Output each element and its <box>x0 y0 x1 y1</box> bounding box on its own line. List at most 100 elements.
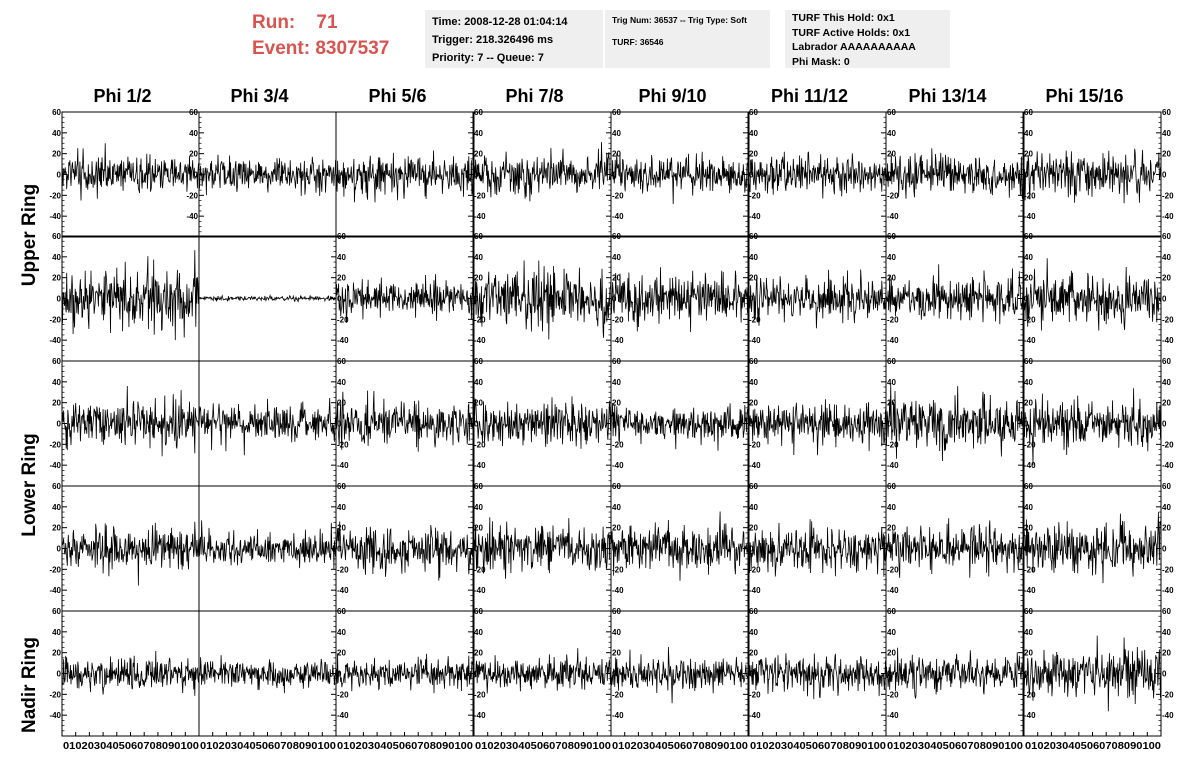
y-tick-label-r1-c1: 0 <box>337 295 342 304</box>
y-tick-label-r4-c0: -40 <box>49 711 61 720</box>
x-tick-labels-c7: 0102030405060708090100 <box>1025 741 1161 752</box>
y-tick-label-r3-c5: -20 <box>887 565 899 574</box>
y-tick-label-r1-c4: 40 <box>749 253 758 262</box>
waveform-trace-r4-c4 <box>610 646 749 704</box>
y-tick-label-r1-c7: 60 <box>1162 232 1171 241</box>
waveform-trace-r1-c7 <box>1023 258 1162 331</box>
waveform-trace-r3-c7 <box>1023 512 1162 584</box>
y-tick-label-r4-c3: 20 <box>612 649 621 658</box>
y-tick-label-r2-c4: -40 <box>749 461 761 470</box>
y-tick-label-r3-c0: 40 <box>52 503 61 512</box>
run-value: 71 <box>316 12 338 33</box>
y-tick-label-r3-c0: -40 <box>49 586 61 595</box>
time-text: Time: 2008-12-28 01:04:14 <box>432 16 568 28</box>
waveform-trace-r2-c6 <box>885 384 1024 462</box>
y-tick-label-r0-c5: 0 <box>887 171 892 180</box>
y-tick-label-r4-c0: 40 <box>52 628 61 637</box>
x-tick-labels-c0: 0102030405060708090100 <box>63 741 199 752</box>
y-tick-label-r3-c7: 60 <box>1162 482 1171 491</box>
y-tick-label-r0-c3: 40 <box>612 129 621 138</box>
y-tick-label-r4-c1: -20 <box>337 690 349 699</box>
y-tick-label-r0-c0: 60 <box>52 108 61 117</box>
x-tick-labels-c2: 0102030405060708090100 <box>337 741 473 752</box>
y-tick-label-r1-c4: 0 <box>749 295 754 304</box>
y-tick-label-r1-c3: 20 <box>612 274 621 283</box>
y-tick-label-r1-c3: -40 <box>612 336 624 345</box>
turf-info-box: TURF This Hold: 0x1 TURF Active Holds: 0… <box>785 10 950 68</box>
waveform-trace-r0-c4 <box>610 151 749 205</box>
y-tick-label-r3-c0: 20 <box>52 524 61 533</box>
run-event-block: Run: 71 Event: 8307537 <box>252 10 389 62</box>
y-tick-label-r2-c4: 40 <box>749 378 758 387</box>
y-tick-label-r0-c7: 0 <box>1162 171 1167 180</box>
y-tick-label-r1-c7: 0 <box>1162 295 1167 304</box>
y-tick-label-r1-c1: -20 <box>337 315 349 324</box>
waveform-trace-r2-c0 <box>61 385 200 457</box>
y-tick-label-r3-c5: -40 <box>887 586 899 595</box>
y-tick-label-r2-c2: 0 <box>474 420 479 429</box>
turf-text: TURF: 36546 <box>612 37 664 47</box>
y-tick-label-r0-c7: 60 <box>1162 108 1171 117</box>
y-tick-label-r4-c5: -40 <box>887 711 899 720</box>
y-tick-label-r1-c3: -20 <box>612 315 624 324</box>
y-tick-label-r2-c2: -20 <box>474 440 486 449</box>
y-tick-label-r2-c3: 40 <box>612 378 621 387</box>
y-tick-label-r0-c0: -40 <box>49 212 61 221</box>
y-tick-label-r2-c7: 20 <box>1162 399 1171 408</box>
y-tick-label-r0-c5: -40 <box>887 212 899 221</box>
y-tick-label-r0-c6: -40 <box>1024 212 1036 221</box>
y-tick-label-r0-c2: 40 <box>474 129 483 138</box>
waveform-trace-r4-c5 <box>748 653 887 700</box>
y-tick-label-r2-c2: 20 <box>474 399 483 408</box>
y-tick-label-r4-c7: 20 <box>1162 649 1171 658</box>
column-title-phi-3-4: Phi 3/4 <box>230 86 289 106</box>
y-tick-label-r2-c7: 60 <box>1162 357 1171 366</box>
y-tick-label-r3-c4: -40 <box>749 586 761 595</box>
y-tick-label-r4-c4: 40 <box>749 628 758 637</box>
y-tick-label-r4-c0: 60 <box>52 607 61 616</box>
y-tick-label-r1-c1: -40 <box>337 336 349 345</box>
x-tick-labels-c1: 0102030405060708090100 <box>200 741 336 752</box>
y-tick-label-r2-c3: -20 <box>612 440 624 449</box>
y-tick-label-r0-c1: -20 <box>186 191 198 200</box>
y-tick-label-r4-c3: 40 <box>612 628 621 637</box>
waveform-trace-r2-c4 <box>610 402 749 451</box>
waveform-trace-r4-c1 <box>198 655 337 694</box>
y-tick-label-r4-c6: 40 <box>1024 628 1033 637</box>
y-tick-label-r2-c5: 0 <box>887 420 892 429</box>
y-tick-label-r2-c7: 40 <box>1162 378 1171 387</box>
y-tick-label-r0-c3: -20 <box>612 191 624 200</box>
y-tick-label-r1-c2: 40 <box>474 253 483 262</box>
y-tick-label-r1-c7: 20 <box>1162 274 1171 283</box>
y-tick-label-r1-c4: -20 <box>749 315 761 324</box>
waveform-trace-r3-c3 <box>473 517 612 579</box>
y-tick-label-r0-c5: 40 <box>887 129 896 138</box>
column-title-phi-9-10: Phi 9/10 <box>638 86 707 106</box>
trig-num-text: Trig Num: 36537 -- Trig Type: Soft <box>612 15 747 25</box>
y-tick-label-r4-c4: 20 <box>749 649 758 658</box>
y-tick-label-r1-c5: -40 <box>887 336 899 345</box>
y-tick-label-r4-c0: 20 <box>52 649 61 658</box>
y-tick-label-r0-c1: -40 <box>186 212 198 221</box>
y-tick-label-r2-c1: 20 <box>337 399 346 408</box>
y-tick-label-r0-c1: 20 <box>189 150 198 159</box>
y-tick-label-r2-c5: -40 <box>887 461 899 470</box>
y-tick-label-r3-c5: 40 <box>887 503 896 512</box>
column-title-phi-1-2: Phi 1/2 <box>93 86 152 106</box>
y-tick-label-r4-c0: -20 <box>49 690 61 699</box>
y-tick-label-r2-c4: 20 <box>749 399 758 408</box>
y-tick-label-r0-c0: 0 <box>57 171 62 180</box>
y-tick-label-r3-c3: 40 <box>612 503 621 512</box>
waveform-trace-r1-c4 <box>610 267 749 333</box>
x-tick-labels-c6: 0102030405060708090100 <box>887 741 1023 752</box>
y-tick-label-r1-c7: -20 <box>1162 315 1174 324</box>
y-tick-label-r2-c0: 60 <box>52 357 61 366</box>
waveform-trace-r3-c1 <box>198 520 337 570</box>
waveform-trace-r1-c5 <box>748 269 887 329</box>
waveform-trace-r2-c2 <box>335 390 474 452</box>
y-tick-label-r2-c6: 40 <box>1024 378 1033 387</box>
y-tick-label-r0-c7: 40 <box>1162 129 1171 138</box>
y-tick-label-r4-c7: -40 <box>1162 711 1174 720</box>
y-tick-label-r1-c2: -20 <box>474 315 486 324</box>
y-tick-label-r4-c2: -20 <box>474 690 486 699</box>
